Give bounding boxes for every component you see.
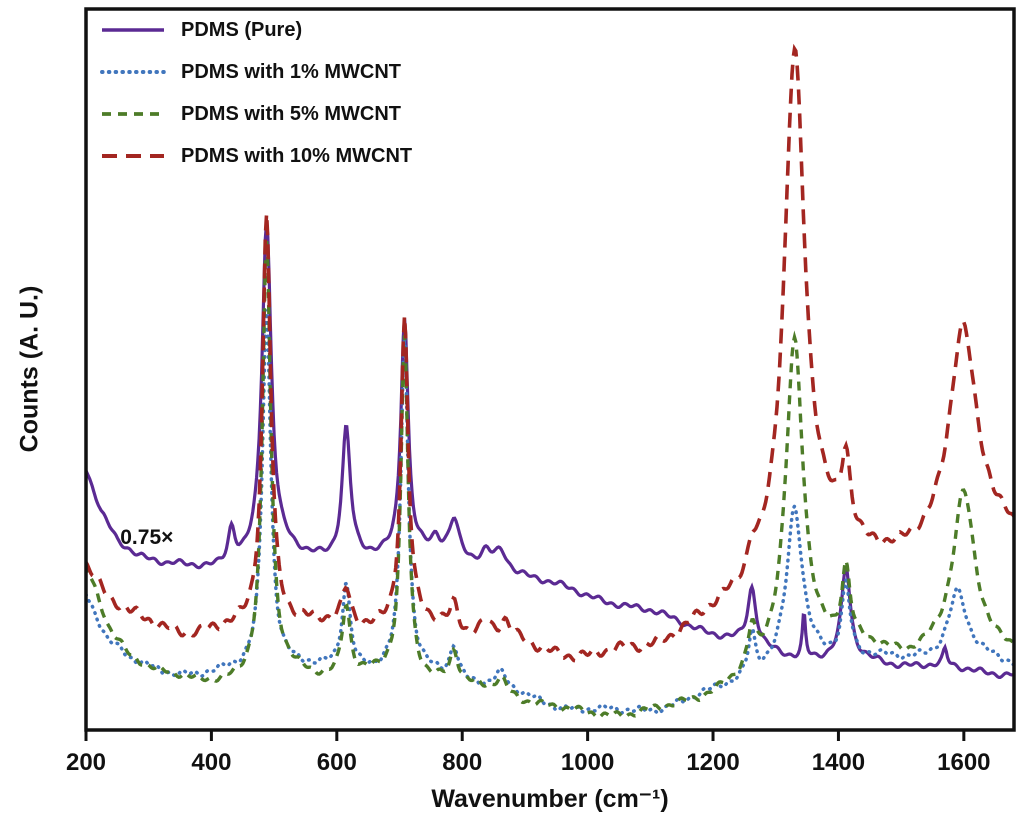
legend-item-pdms-10pct-mwcnt: PDMS with 10% MWCNT [100,142,412,170]
legend-item-pdms-pure: PDMS (Pure) [100,16,412,44]
x-tick-label: 200 [66,749,106,776]
legend-item-pdms-5pct-mwcnt: PDMS with 5% MWCNT [100,100,412,128]
legend: PDMS (Pure) PDMS with 1% MWCNT PDMS with… [100,16,412,170]
x-tick-label: 400 [191,749,231,776]
legend-line-pdms-pure-icon [102,28,164,32]
legend-item-pdms-1pct-mwcnt: PDMS with 1% MWCNT [100,58,412,86]
series-pdms-5pct-mwcnt [85,239,1015,720]
x-tick-label: 1000 [561,749,614,776]
x-tick-label: 1400 [812,749,865,776]
legend-label-pdms-pure: PDMS (Pure) [181,18,303,41]
x-axis-title: Wavenumber (cm⁻¹) [431,785,669,813]
series-pdms-pure [85,221,1015,679]
y-axis-title: Counts (A. U.) [15,285,44,453]
x-tick-label: 1200 [686,749,739,776]
legend-line-pdms-10pct-icon [102,154,164,158]
legend-label-pdms-10pct: PDMS with 10% MWCNT [181,144,413,167]
legend-line-pdms-1pct-icon [100,70,166,74]
scale-annotation: 0.75× [120,526,173,549]
plot-frame [84,7,1016,732]
legend-line-pdms-5pct-icon [102,112,164,116]
legend-label-pdms-5pct: PDMS with 5% MWCNT [181,102,401,125]
x-tick-label: 600 [317,749,357,776]
x-tick-label: 1600 [937,749,990,776]
x-tick-label: 800 [442,749,482,776]
legend-label-pdms-1pct: PDMS with 1% MWCNT [181,60,401,83]
series-pdms-10pct-mwcnt [85,43,1015,663]
